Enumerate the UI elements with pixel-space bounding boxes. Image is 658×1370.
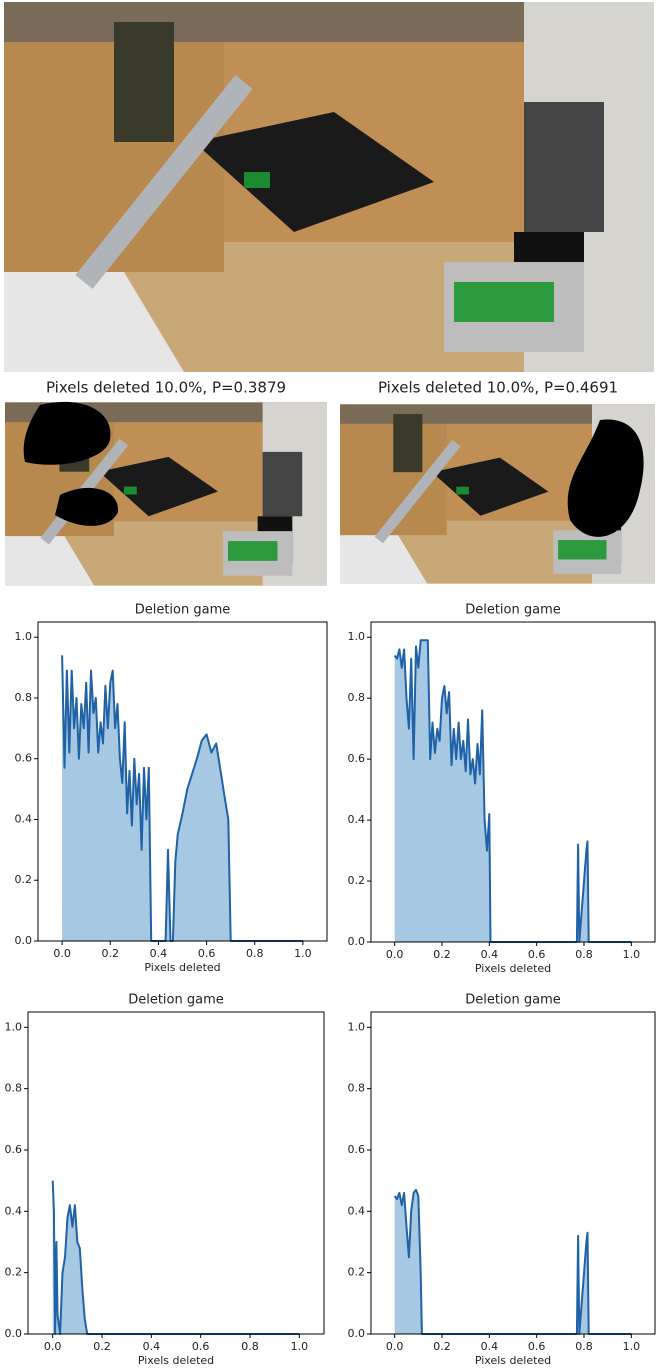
line <box>53 1181 300 1334</box>
area-fill <box>53 1181 300 1334</box>
caption: Pixels deleted 10.0%, P=0.3879 <box>46 379 286 397</box>
y-tick-label: 0.4 <box>348 813 366 826</box>
x-tick-label: 0.0 <box>53 947 71 960</box>
y-tick-label: 0.0 <box>5 1327 23 1340</box>
x-tick-label: 0.8 <box>575 1340 593 1353</box>
area-fill <box>395 1190 632 1334</box>
x-tick-label: 0.4 <box>481 1340 499 1353</box>
y-tick-label: 0.4 <box>15 812 33 825</box>
input-photo <box>4 2 654 372</box>
y-tick-label: 0.8 <box>348 691 366 704</box>
chart-title: Deletion game <box>128 993 224 1008</box>
x-tick-label: 0.2 <box>102 947 120 960</box>
x-tick-label: 0.8 <box>241 1340 259 1353</box>
x-tick-label: 0.0 <box>386 948 404 961</box>
x-tick-label: 0.6 <box>528 948 546 961</box>
area-fill <box>62 655 303 941</box>
chart-title: Deletion game <box>465 993 561 1008</box>
x-tick-label: 0.6 <box>528 1340 546 1353</box>
x-tick-label: 0.6 <box>192 1340 210 1353</box>
x-tick-label: 0.0 <box>386 1340 404 1353</box>
line <box>395 1190 632 1334</box>
y-tick-label: 0.6 <box>15 752 33 765</box>
y-tick-label: 1.0 <box>5 1020 23 1033</box>
x-tick-label: 0.4 <box>150 947 168 960</box>
x-axis-label: Pixels deleted <box>475 1354 551 1367</box>
y-tick-label: 0.8 <box>348 1082 366 1095</box>
y-tick-label: 1.0 <box>348 630 366 643</box>
x-tick-label: 0.0 <box>44 1340 62 1353</box>
x-axis-label: Pixels deleted <box>475 962 551 975</box>
x-axis-label: Pixels deleted <box>144 961 220 974</box>
y-tick-label: 1.0 <box>15 630 33 643</box>
y-tick-label: 0.0 <box>15 934 33 947</box>
y-tick-label: 0.2 <box>15 873 33 886</box>
caption: Pixels deleted 10.0%, P=0.4691 <box>378 379 618 397</box>
x-tick-label: 1.0 <box>294 947 312 960</box>
y-tick-label: 0.0 <box>348 935 366 948</box>
y-tick-label: 0.2 <box>5 1266 23 1279</box>
y-tick-label: 0.2 <box>348 874 366 887</box>
x-axis-label: Pixels deleted <box>138 1354 214 1367</box>
y-tick-label: 0.2 <box>348 1266 366 1279</box>
y-tick-label: 1.0 <box>348 1020 366 1033</box>
x-tick-label: 0.6 <box>198 947 216 960</box>
figure: Pixels deleted 10.0%, P=0.3879 Pixels de… <box>0 0 658 1370</box>
x-tick-label: 0.2 <box>433 948 451 961</box>
chart-title: Deletion game <box>135 603 231 618</box>
y-tick-label: 0.0 <box>348 1327 366 1340</box>
y-tick-label: 0.8 <box>15 691 33 704</box>
y-tick-label: 0.8 <box>5 1082 23 1095</box>
x-tick-label: 0.2 <box>93 1340 111 1353</box>
x-tick-label: 1.0 <box>623 948 641 961</box>
x-tick-label: 0.4 <box>481 948 499 961</box>
x-tick-label: 1.0 <box>291 1340 309 1353</box>
x-tick-label: 0.8 <box>575 948 593 961</box>
x-tick-label: 0.4 <box>143 1340 161 1353</box>
y-tick-label: 0.6 <box>5 1143 23 1156</box>
x-tick-label: 1.0 <box>623 1340 641 1353</box>
y-tick-label: 0.4 <box>348 1204 366 1217</box>
x-tick-label: 0.2 <box>433 1340 451 1353</box>
area-fill <box>395 640 632 942</box>
y-tick-label: 0.6 <box>348 1143 366 1156</box>
y-tick-label: 0.4 <box>5 1204 23 1217</box>
x-tick-label: 0.8 <box>246 947 264 960</box>
chart-title: Deletion game <box>465 603 561 618</box>
y-tick-label: 0.6 <box>348 752 366 765</box>
